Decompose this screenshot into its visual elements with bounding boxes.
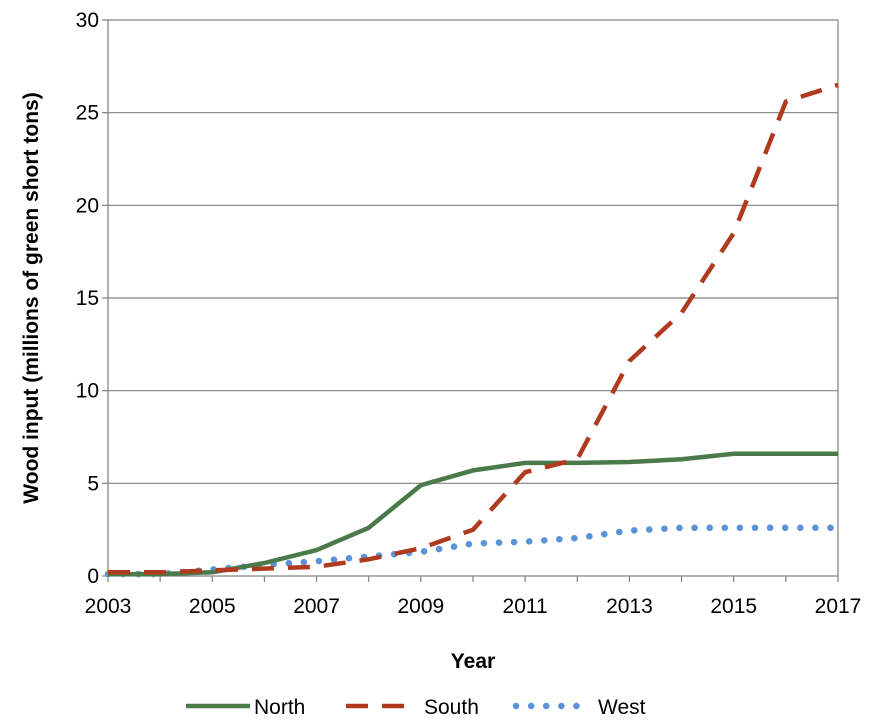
- x-tick-label: 2017: [815, 595, 862, 618]
- legend-label: South: [424, 696, 479, 719]
- y-tick-label: 0: [87, 565, 99, 588]
- x-tick-label: 2015: [710, 595, 757, 618]
- x-tick-label: 2003: [85, 595, 132, 618]
- x-axis-ticks: [102, 19, 839, 582]
- series-lines: [104, 82, 842, 578]
- y-tick-label: 15: [76, 287, 99, 310]
- x-tick-label: 2011: [503, 595, 548, 618]
- y-tick-label: 30: [76, 9, 99, 32]
- y-tick-label: 5: [87, 472, 99, 495]
- grid: [108, 112, 838, 484]
- legend-label: North: [254, 696, 305, 719]
- legend-item-south: South: [346, 696, 479, 719]
- legend: North South West: [186, 696, 646, 719]
- x-tick-label: 2005: [189, 595, 236, 618]
- y-tick-label: 20: [76, 194, 99, 217]
- series-line-north: [108, 451, 838, 577]
- y-tick-label: 25: [76, 102, 99, 125]
- x-tick-label: 2007: [293, 595, 340, 618]
- x-tick-label: 2013: [606, 595, 653, 618]
- legend-item-west: West: [512, 696, 646, 719]
- x-tick-label: 2009: [397, 595, 444, 618]
- series-line-west: [104, 524, 842, 578]
- x-axis-tick-labels: 2003 2005 2007 2009 2011 2013 2015 2017: [85, 595, 862, 618]
- legend-item-north: North: [186, 696, 305, 719]
- series-line-south: [108, 82, 839, 575]
- legend-label: West: [598, 696, 646, 719]
- y-axis-tick-labels: 0 5 10 15 20 25 30: [76, 9, 99, 588]
- y-tick-label: 10: [76, 380, 99, 403]
- x-axis-title: Year: [451, 650, 495, 673]
- y-axis-title: Wood input (millions of green short tons…: [20, 92, 43, 503]
